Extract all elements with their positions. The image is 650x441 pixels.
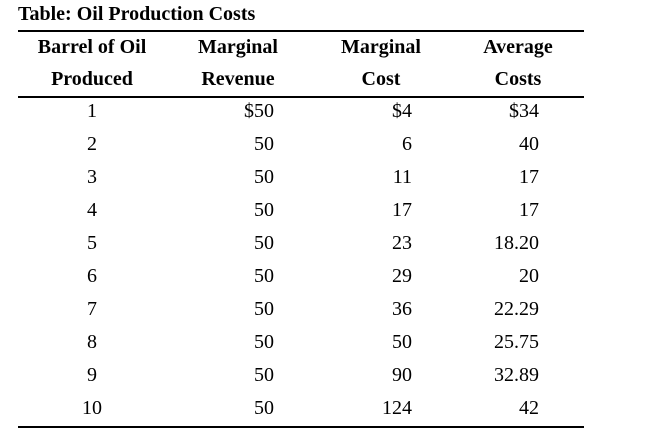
marginal-cost-cell: 50 xyxy=(392,331,412,353)
table-title: Table: Oil Production Costs xyxy=(18,3,256,25)
table-row: 7 50 36 22.29 xyxy=(18,293,584,326)
column-header-average-costs: Average xyxy=(483,35,553,58)
table-row: 3 50 11 17 xyxy=(18,161,584,194)
barrels-produced-cell: 5 xyxy=(87,232,97,254)
table-row: 9 50 90 32.89 xyxy=(18,359,584,392)
barrels-produced-cell: 1 xyxy=(87,100,97,122)
column-subheader-marginal-cost: Cost xyxy=(361,67,401,90)
marginal-cost-cell: 36 xyxy=(392,298,412,320)
bottom-rule xyxy=(18,426,584,428)
column-subheader-average-costs: Costs xyxy=(494,67,542,90)
marginal-cost-cell: 17 xyxy=(392,199,412,221)
column-header-marginal-revenue: Marginal xyxy=(198,35,278,58)
marginal-revenue-cell: 50 xyxy=(254,166,274,188)
marginal-cost-cell: 11 xyxy=(392,166,412,188)
marginal-revenue-cell: 50 xyxy=(254,133,274,155)
marginal-revenue-cell: 50 xyxy=(254,199,274,221)
barrels-produced-cell: 2 xyxy=(87,133,97,155)
table-row: 2 50 6 40 xyxy=(18,128,584,161)
table-row: 4 50 17 17 xyxy=(18,194,584,227)
header-row-2: Produced Revenue Cost Costs xyxy=(18,63,584,95)
column-header-barrel: Barrel of Oil xyxy=(37,35,147,58)
barrels-produced-cell: 9 xyxy=(87,364,97,386)
barrels-produced-cell: 7 xyxy=(87,298,97,320)
table-row: 6 50 29 20 xyxy=(18,260,584,293)
table-row: 5 50 23 18.20 xyxy=(18,227,584,260)
marginal-revenue-cell: $50 xyxy=(244,100,274,122)
average-costs-cell: 32.89 xyxy=(494,364,539,386)
barrels-produced-cell: 3 xyxy=(87,166,97,188)
column-header-marginal-cost: Marginal xyxy=(341,35,421,58)
marginal-revenue-cell: 50 xyxy=(254,397,274,419)
average-costs-cell: 20 xyxy=(519,265,539,287)
marginal-cost-cell: 124 xyxy=(382,397,412,419)
barrels-produced-cell: 6 xyxy=(87,265,97,287)
header-rule xyxy=(18,96,584,98)
column-subheader-barrel: Produced xyxy=(51,67,133,90)
table-row: 1 $50 $4 $34 xyxy=(18,95,584,128)
marginal-revenue-cell: 50 xyxy=(254,232,274,254)
table-row: 10 50 124 42 xyxy=(18,392,584,425)
marginal-cost-cell: 29 xyxy=(392,265,412,287)
average-costs-cell: 40 xyxy=(519,133,539,155)
barrels-produced-cell: 8 xyxy=(87,331,97,353)
header-row-1: Barrel of Oil Marginal Marginal Average xyxy=(18,31,584,63)
barrels-produced-cell: 10 xyxy=(82,397,102,419)
average-costs-cell: $34 xyxy=(509,100,539,122)
table-body: 1 $50 $4 $34 2 50 6 40 3 50 11 17 4 50 17 17 5 50 23 18.20 6… xyxy=(18,95,584,425)
barrels-produced-cell: 4 xyxy=(87,199,97,221)
average-costs-cell: 22.29 xyxy=(494,298,539,320)
marginal-cost-cell: 90 xyxy=(392,364,412,386)
marginal-cost-cell: 23 xyxy=(392,232,412,254)
average-costs-cell: 17 xyxy=(519,166,539,188)
average-costs-cell: 42 xyxy=(519,397,539,419)
marginal-cost-cell: 6 xyxy=(402,133,412,155)
marginal-cost-cell: $4 xyxy=(392,100,412,122)
average-costs-cell: 18.20 xyxy=(494,232,539,254)
marginal-revenue-cell: 50 xyxy=(254,265,274,287)
marginal-revenue-cell: 50 xyxy=(254,364,274,386)
oil-production-costs-table: Barrel of Oil Marginal Marginal Average … xyxy=(18,31,584,425)
average-costs-cell: 25.75 xyxy=(494,331,539,353)
column-subheader-marginal-revenue: Revenue xyxy=(201,67,275,90)
marginal-revenue-cell: 50 xyxy=(254,298,274,320)
average-costs-cell: 17 xyxy=(519,199,539,221)
top-rule xyxy=(18,30,584,32)
marginal-revenue-cell: 50 xyxy=(254,331,274,353)
table-header: Barrel of Oil Marginal Marginal Average … xyxy=(18,31,584,95)
table-row: 8 50 50 25.75 xyxy=(18,326,584,359)
